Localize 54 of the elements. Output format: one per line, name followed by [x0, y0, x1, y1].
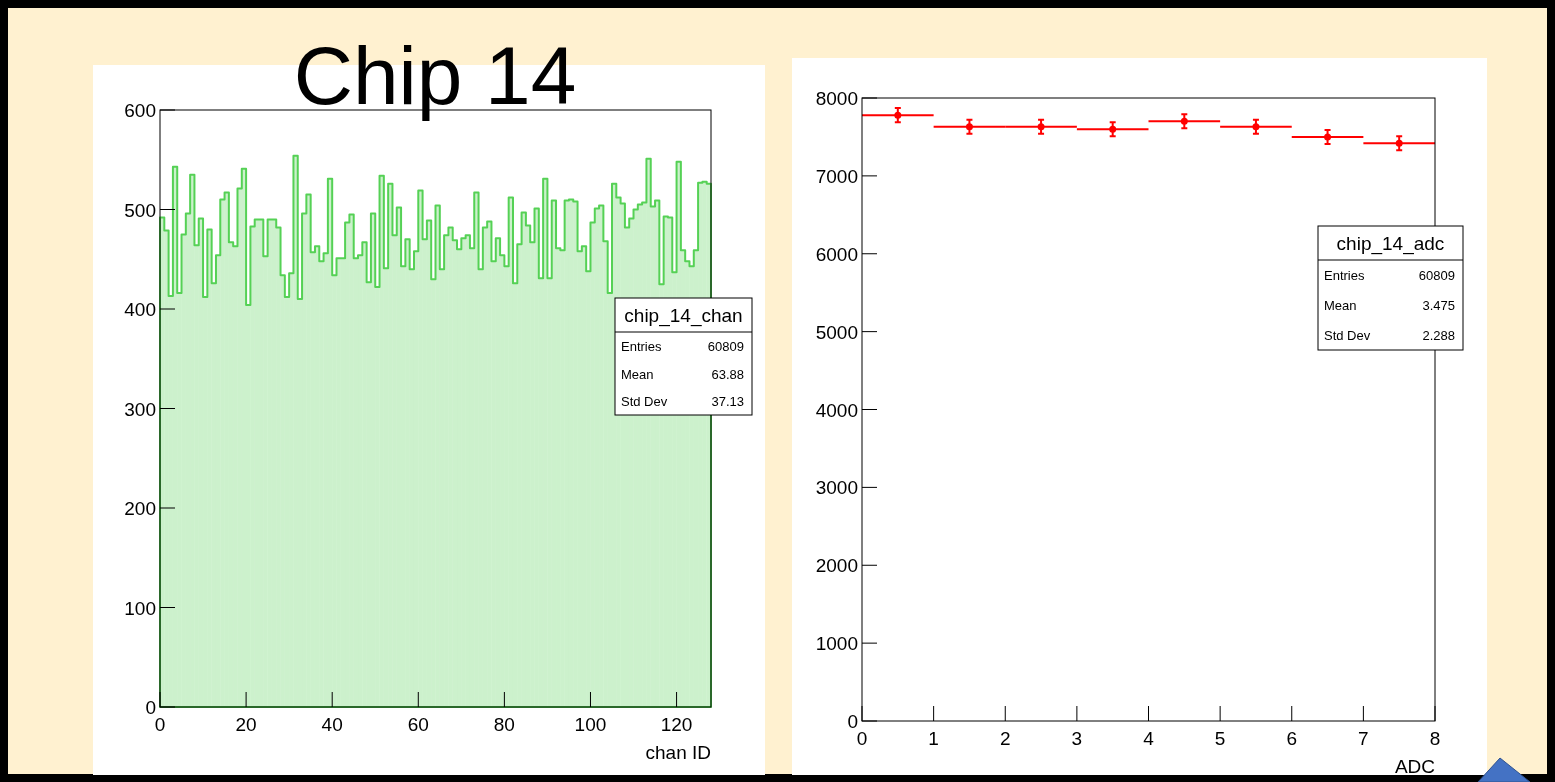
y-tick-label: 4000 [815, 399, 858, 421]
y-tick-label: 3000 [815, 477, 858, 499]
point [1252, 123, 1260, 131]
x-tick-label: 8 [1429, 728, 1441, 749]
point [1395, 139, 1403, 147]
x-tick-label: 6 [1286, 728, 1298, 749]
y-tick-label: 1000 [815, 633, 858, 655]
x-tick-label: 60 [407, 714, 429, 735]
y-tick-label: 2000 [815, 555, 858, 577]
text: 37.13 [711, 394, 744, 410]
annotation: 2.288 [1422, 328, 1455, 343]
x-tick-label: 3 [1071, 728, 1083, 749]
x-tick-label: 120 [660, 714, 693, 735]
y-tick-label: 8000 [815, 88, 858, 109]
x-tick-label: 7 [1358, 728, 1369, 749]
annotation: chip_14_adc [1336, 233, 1445, 255]
y-tick-label: 400 [124, 299, 156, 320]
annotation: Mean [621, 366, 654, 382]
y-tick-label: 6000 [815, 243, 858, 265]
point [1037, 123, 1045, 131]
y-tick-label: 5000 [815, 321, 858, 343]
annotation: Std Dev [1324, 328, 1371, 343]
y-tick-label: 500 [124, 199, 156, 221]
annotation: Entries [1324, 268, 1365, 283]
y-tick-label: 0 [145, 697, 156, 718]
point [1324, 133, 1332, 141]
x-tick-label: 5 [1214, 728, 1226, 749]
point [1180, 117, 1188, 125]
y-tick-label: 600 [124, 100, 156, 121]
annotation: 60809 [1418, 268, 1455, 283]
annotation: chip_14_chan [624, 305, 743, 327]
annotation: 60809 [707, 338, 744, 354]
chart-title: Chip 14 [293, 30, 577, 121]
x-tick-label: 1 [928, 728, 939, 749]
annotation: Std Dev [621, 394, 668, 410]
annotation: Mean [1324, 298, 1357, 313]
y-tick-label: 100 [124, 597, 156, 619]
x-tick-label: 80 [493, 714, 515, 735]
x-tick-label: 4 [1143, 728, 1155, 749]
annotation: Entries [621, 338, 662, 354]
point [1109, 125, 1117, 133]
annotation: 3.475 [1422, 298, 1455, 313]
x-tick-label: 40 [321, 714, 343, 735]
x-axis-title: ADC [1394, 756, 1435, 777]
point [965, 123, 973, 131]
y-tick-label: 300 [124, 398, 156, 420]
point [894, 111, 902, 119]
x-axis-title: chan ID [645, 742, 711, 763]
x-tick-label: 20 [235, 714, 257, 735]
y-tick-label: 7000 [815, 165, 858, 187]
text: 63.88 [711, 366, 744, 382]
x-tick-label: 100 [574, 714, 607, 735]
y-tick-label: 200 [124, 498, 156, 519]
x-tick-label: 2 [999, 728, 1011, 749]
